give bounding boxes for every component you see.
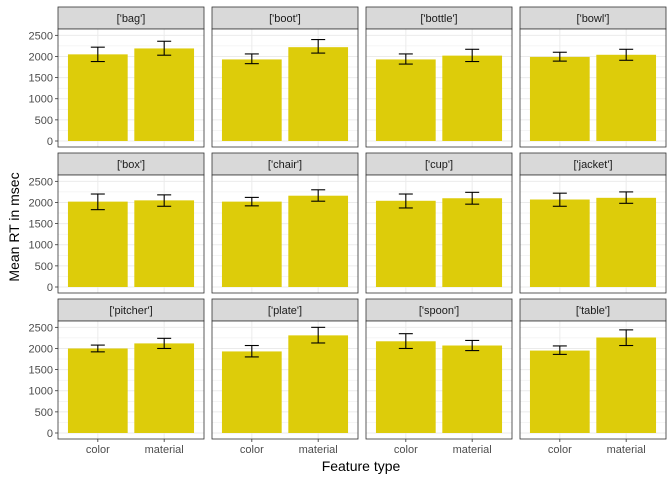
y-tick-label: 1000 xyxy=(29,386,53,398)
x-tick-label: material xyxy=(453,444,492,456)
panel-border xyxy=(519,28,667,148)
facet-panel: ['jacket'] xyxy=(519,152,667,294)
panel-border xyxy=(365,320,513,440)
x-tick-label: color xyxy=(548,444,572,456)
facet-panel: ['chair'] xyxy=(211,152,359,294)
bar xyxy=(67,201,128,287)
facet-panels: ['bag'] 0 500 1000 1500 2000 2500 ['boot'] ['bot… xyxy=(29,6,667,456)
bar xyxy=(529,56,590,141)
bar xyxy=(375,341,436,433)
facet-strip-label: ['spoon'] xyxy=(419,305,459,317)
bar xyxy=(67,54,128,141)
bar xyxy=(134,343,195,433)
y-tick-label: 1500 xyxy=(29,73,53,85)
y-tick-label: 2000 xyxy=(29,343,53,355)
bar xyxy=(288,195,349,287)
x-tick-label: color xyxy=(394,444,418,456)
facet-panel: ['table'] color material xyxy=(519,298,667,456)
facet-strip-label: ['cup'] xyxy=(425,159,453,171)
facet-panel: ['cup'] xyxy=(365,152,513,294)
bar xyxy=(529,350,590,433)
y-tick-label: 0 xyxy=(47,428,53,440)
bar xyxy=(529,199,590,287)
facet-panel: ['bowl'] xyxy=(519,6,667,148)
facet-panel: ['bag'] 0 500 1000 1500 2000 2500 xyxy=(29,6,205,148)
y-tick-label: 2000 xyxy=(29,197,53,209)
panel-border xyxy=(57,174,205,294)
facet-strip-label: ['bottle'] xyxy=(420,13,457,25)
y-tick-label: 2000 xyxy=(29,51,53,63)
y-tick-label: 2500 xyxy=(29,176,53,188)
bar xyxy=(442,345,503,433)
facet-strip-label: ['pitcher'] xyxy=(109,305,152,317)
facet-panel: ['boot'] xyxy=(211,6,359,148)
facet-strip-label: ['bag'] xyxy=(117,13,146,25)
y-tick-label: 2500 xyxy=(29,322,53,334)
facet-panel: ['spoon'] color material xyxy=(365,298,513,456)
facet-panel: ['bottle'] xyxy=(365,6,513,148)
panel-border xyxy=(519,174,667,294)
bar xyxy=(221,201,282,287)
panel-border xyxy=(211,28,359,148)
y-tick-label: 1500 xyxy=(29,219,53,231)
bar xyxy=(596,197,657,287)
bar xyxy=(288,335,349,433)
y-tick-label: 0 xyxy=(47,136,53,148)
facet-strip-label: ['table'] xyxy=(576,305,610,317)
panel-border xyxy=(211,174,359,294)
x-axis-title: Feature type xyxy=(322,458,401,474)
facet-panel: ['pitcher'] 0 500 1000 1500 2000 2500 color mate… xyxy=(29,298,205,456)
facet-strip-label: ['plate'] xyxy=(268,305,302,317)
bar xyxy=(221,59,282,141)
facet-panel: ['plate'] color material xyxy=(211,298,359,456)
y-tick-label: 500 xyxy=(35,115,53,127)
panel-border xyxy=(57,320,205,440)
bar xyxy=(596,337,657,433)
panel-border xyxy=(57,28,205,148)
bar xyxy=(442,55,503,141)
y-tick-label: 500 xyxy=(35,407,53,419)
x-tick-label: material xyxy=(299,444,338,456)
bar xyxy=(375,59,436,141)
panel-border xyxy=(365,174,513,294)
panel-border xyxy=(519,320,667,440)
bar xyxy=(134,200,195,287)
panel-border xyxy=(365,28,513,148)
x-tick-label: color xyxy=(86,444,110,456)
bar xyxy=(67,348,128,433)
facet-strip-label: ['bowl'] xyxy=(577,13,610,25)
y-axis-title: Mean RT in msec xyxy=(6,172,22,281)
panel-border xyxy=(211,320,359,440)
facet-strip-label: ['jacket'] xyxy=(573,159,612,171)
bar xyxy=(375,200,436,287)
x-tick-label: material xyxy=(145,444,184,456)
y-tick-label: 2500 xyxy=(29,30,53,42)
facet-strip-label: ['box'] xyxy=(117,159,145,171)
facet-strip-label: ['boot'] xyxy=(269,13,301,25)
y-tick-label: 0 xyxy=(47,282,53,294)
bar xyxy=(442,198,503,287)
bar xyxy=(134,48,195,141)
facet-panel: ['box'] 0 500 1000 1500 2000 2500 xyxy=(29,152,205,294)
facet-strip-label: ['chair'] xyxy=(268,159,302,171)
y-tick-label: 1500 xyxy=(29,365,53,377)
x-tick-label: color xyxy=(240,444,264,456)
y-tick-label: 1000 xyxy=(29,240,53,252)
bar xyxy=(288,47,349,141)
y-tick-label: 500 xyxy=(35,261,53,273)
y-tick-label: 1000 xyxy=(29,94,53,106)
x-tick-label: material xyxy=(607,444,646,456)
bar xyxy=(596,54,657,142)
bar xyxy=(221,351,282,433)
